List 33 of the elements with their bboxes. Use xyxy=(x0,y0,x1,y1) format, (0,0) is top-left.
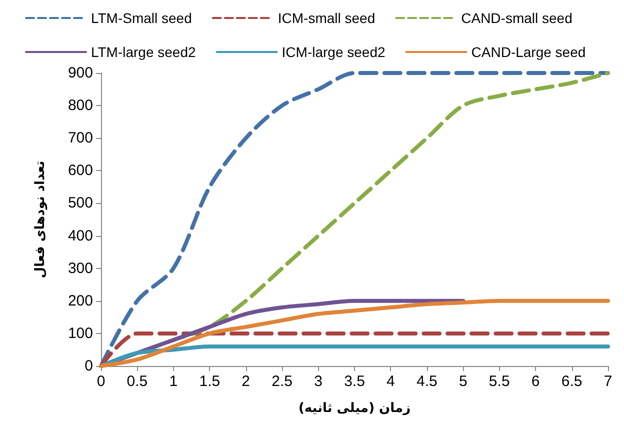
x-tick-label: 0 xyxy=(96,373,106,390)
y-tick-label: 300 xyxy=(68,260,93,277)
x-tick-label: 3 xyxy=(314,373,322,390)
y-tick-label: 700 xyxy=(68,130,93,147)
y-tick-label: 200 xyxy=(68,292,93,310)
y-axis-title: تعداد نودهای فعال xyxy=(33,160,48,278)
x-tick-label: 4.5 xyxy=(416,373,438,390)
y-tick-label: 100 xyxy=(68,324,93,342)
x-tick-label: 0.5 xyxy=(126,373,148,390)
y-tick-label: 900 xyxy=(68,64,93,82)
x-tick-label: 7 xyxy=(604,373,612,390)
x-tick-label: 3.5 xyxy=(344,373,365,390)
y-tick-label: 400 xyxy=(68,227,93,244)
x-tick-label: 1 xyxy=(169,373,178,390)
x-tick-label: 1.5 xyxy=(199,373,220,390)
legend-label: ICM-small seed xyxy=(278,10,376,26)
y-tick-label: 600 xyxy=(68,162,93,180)
x-tick-label: 2 xyxy=(242,373,250,390)
x-tick-label: 5.5 xyxy=(488,373,510,390)
legend-label: ICM-large seed2 xyxy=(282,44,386,60)
x-axis-title: زمان (میلی ثانیه) xyxy=(298,401,411,416)
y-tick-label: 0 xyxy=(84,358,93,374)
x-tick-label: 2.5 xyxy=(272,373,292,390)
x-tick-label: 6 xyxy=(531,373,540,390)
legend-label: CAND-small seed xyxy=(461,10,572,26)
y-tick-label: 800 xyxy=(68,97,93,114)
y-tick-label: 500 xyxy=(68,194,93,212)
x-tick-label: 6.5 xyxy=(561,373,582,390)
x-tick-label: 5 xyxy=(458,373,468,390)
legend-label: LTM-large seed2 xyxy=(91,44,196,60)
x-tick-label: 4 xyxy=(386,373,395,390)
legend-label: LTM-Small seed xyxy=(91,10,192,26)
legend-label: CAND-Large seed xyxy=(471,44,586,60)
